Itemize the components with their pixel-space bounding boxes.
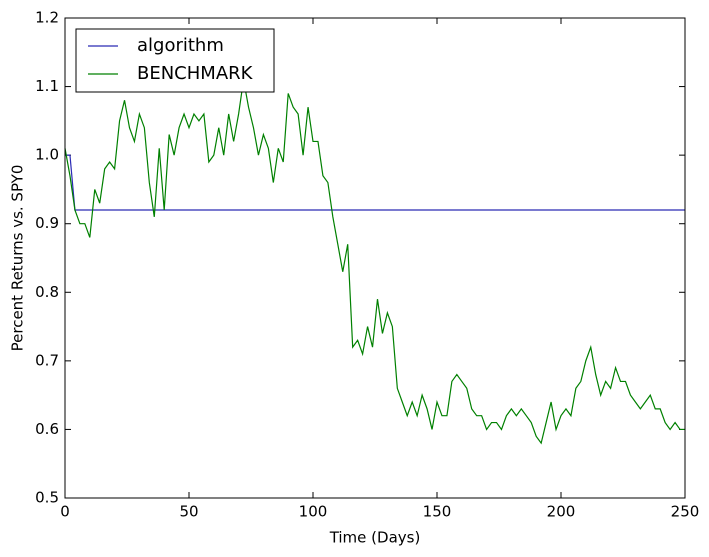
plot-frame <box>64 17 686 499</box>
y-tick-label: 1.0 <box>35 146 59 164</box>
x-tick-label: 0 <box>60 503 70 521</box>
x-axis-label: Time (Days) <box>329 529 421 547</box>
y-tick-label: 1.2 <box>35 9 59 27</box>
x-tick-label: 100 <box>299 503 328 521</box>
x-tick-label: 150 <box>423 503 452 521</box>
y-tick-label: 0.9 <box>35 214 59 232</box>
legend-label: algorithm <box>137 35 224 56</box>
x-tick-label: 250 <box>671 503 700 521</box>
y-tick-label: 0.6 <box>35 420 59 438</box>
y-tick-label: 0.7 <box>35 351 59 369</box>
x-tick-label: 50 <box>179 503 198 521</box>
y-tick-label: 0.5 <box>35 489 59 507</box>
line-series <box>65 154 685 211</box>
y-tick-label: 1.1 <box>35 77 59 95</box>
x-tick-label: 200 <box>547 503 576 521</box>
legend-box <box>75 28 275 93</box>
line-series <box>64 79 685 445</box>
y-tick-label: 0.8 <box>35 283 59 301</box>
legend-label: BENCHMARK <box>137 63 254 84</box>
y-axis-label: Percent Returns vs. SPY0 <box>9 165 27 352</box>
